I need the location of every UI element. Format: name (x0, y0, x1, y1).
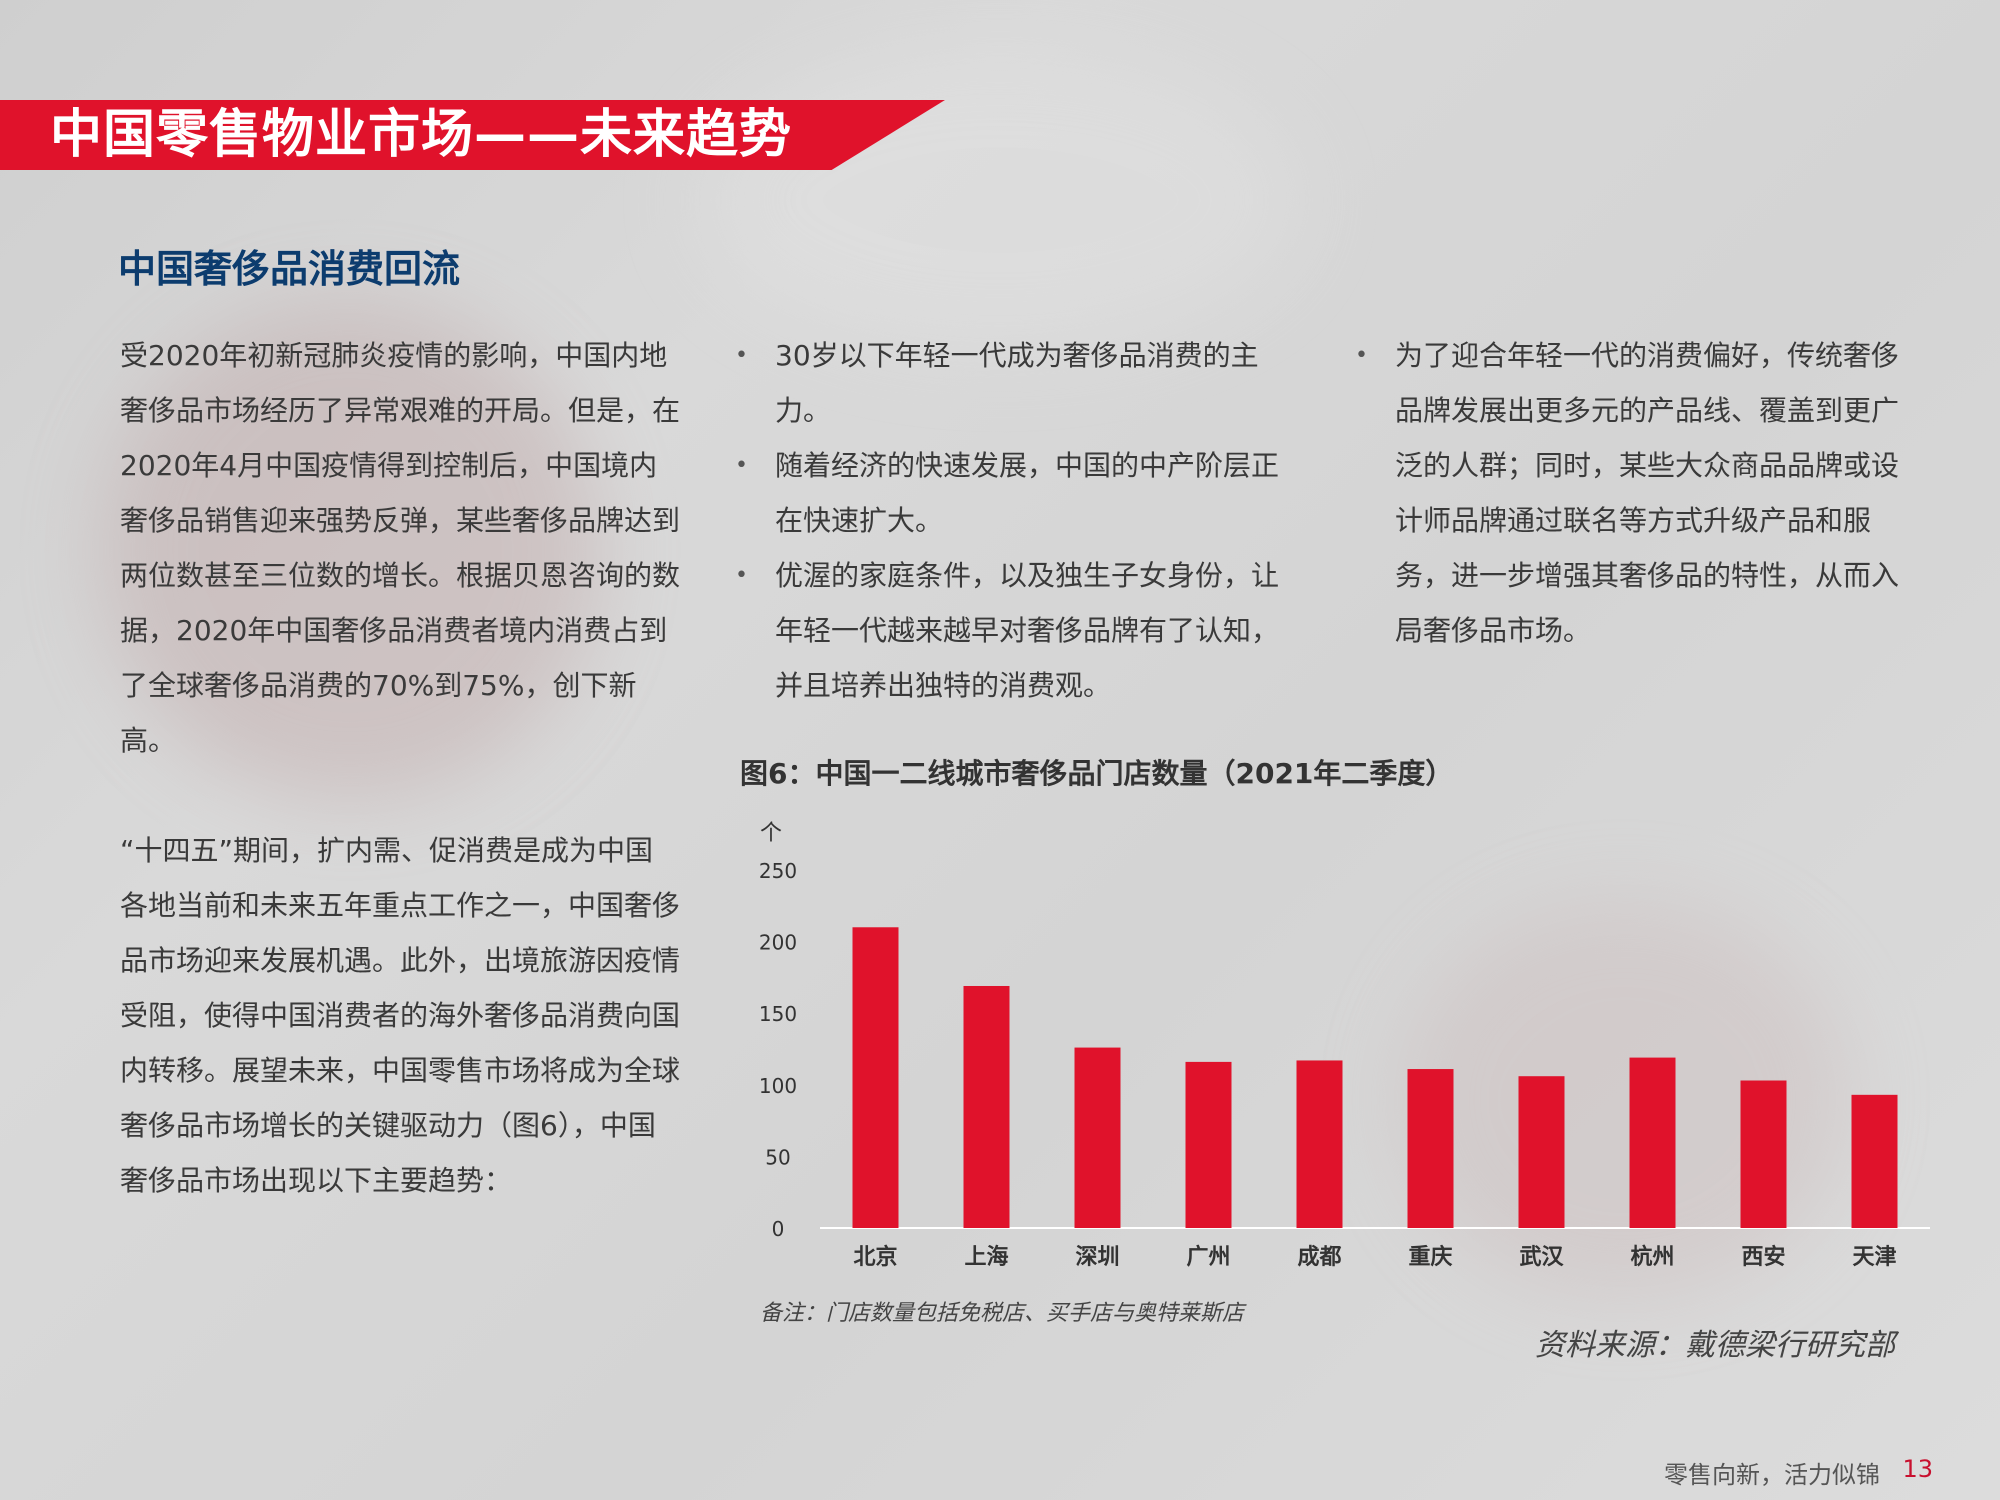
list-item: 优渥的家庭条件，以及独生子女身份，让年轻一代越来越早对奢侈品牌有了认知，并且培养… (735, 548, 1295, 713)
y-tick-label: 200 (759, 931, 797, 955)
trend-list: 为了迎合年轻一代的消费偏好，传统奢侈品牌发展出更多元的产品线、覆盖到更广泛的人群… (1355, 328, 1915, 658)
store-count-bar-chart: 个 0 50 100 150 200 250 北京 上海 深圳 广州 成都 重庆 武汉 杭州 西安 天津 (759, 821, 1930, 1270)
footer-tagline: 零售向新，活力似锦 (1664, 1461, 1880, 1489)
title-banner (0, 100, 945, 170)
source-citation: 资料来源：戴德梁行研究部 (1535, 1328, 1895, 1363)
chart-note: 备注：门店数量包括免税店、买手店与奥特莱斯店 (760, 1301, 1245, 1326)
x-tick-label: 广州 (1186, 1244, 1230, 1270)
list-item: 30岁以下年轻一代成为奢侈品消费的主力。 (735, 328, 1295, 438)
bar (1185, 1061, 1232, 1228)
page-title: 中国零售物业市场——未来趋势 (50, 105, 793, 165)
background-blur (100, 300, 600, 800)
bar (963, 985, 1010, 1228)
trend-list: 30岁以下年轻一代成为奢侈品消费的主力。 随着经济的快速发展，中国的中产阶层正在… (735, 328, 1295, 713)
paragraph: “十四五”期间，扩内需、促消费是成为中国各地当前和未来五年重点工作之一，中国奢侈… (120, 834, 681, 1197)
list-item: 为了迎合年轻一代的消费偏好，传统奢侈品牌发展出更多元的产品线、覆盖到更广泛的人群… (1355, 328, 1915, 658)
bar (1518, 1076, 1565, 1228)
bar (1629, 1057, 1676, 1228)
paragraph: 受2020年初新冠肺炎疫情的影响，中国内地奢侈品市场经历了异常艰难的开局。但是，… (120, 339, 681, 757)
bar (1074, 1047, 1121, 1228)
y-axis-unit: 个 (760, 821, 782, 846)
bar (1740, 1080, 1787, 1228)
section-title: 中国奢侈品消费回流 (118, 247, 461, 291)
y-tick-label: 250 (759, 859, 797, 883)
bar (1296, 1060, 1343, 1228)
x-tick-label: 杭州 (1630, 1244, 1674, 1270)
y-tick-label: 100 (759, 1074, 797, 1098)
bar (1851, 1094, 1898, 1228)
chart-title: 图6：中国一二线城市奢侈品门店数量（2021年二季度） (740, 757, 1454, 790)
list-item: 随着经济的快速发展，中国的中产阶层正在快速扩大。 (735, 438, 1295, 548)
x-tick-label: 北京 (853, 1244, 897, 1270)
y-tick-label: 0 (772, 1217, 785, 1241)
bar (852, 927, 899, 1228)
x-tick-label: 天津 (1852, 1244, 1896, 1270)
x-tick-label: 重庆 (1408, 1244, 1452, 1270)
y-tick-label: 50 (765, 1145, 790, 1169)
x-tick-label: 上海 (964, 1244, 1008, 1270)
x-tick-label: 西安 (1741, 1244, 1785, 1270)
left-text-column: 受2020年初新冠肺炎疫情的影响，中国内地奢侈品市场经历了异常艰难的开局。但是，… (120, 328, 680, 1263)
middle-text-column: 30岁以下年轻一代成为奢侈品消费的主力。 随着经济的快速发展，中国的中产阶层正在… (735, 328, 1295, 713)
x-tick-label: 成都 (1297, 1245, 1341, 1270)
x-tick-label: 武汉 (1519, 1245, 1564, 1270)
y-tick-label: 150 (759, 1002, 797, 1026)
right-text-column: 为了迎合年轻一代的消费偏好，传统奢侈品牌发展出更多元的产品线、覆盖到更广泛的人群… (1355, 328, 1915, 658)
page-number: 13 (1902, 1455, 1933, 1483)
x-tick-label: 深圳 (1075, 1245, 1119, 1270)
bar (1407, 1069, 1454, 1228)
background-blur (700, 50, 1300, 350)
